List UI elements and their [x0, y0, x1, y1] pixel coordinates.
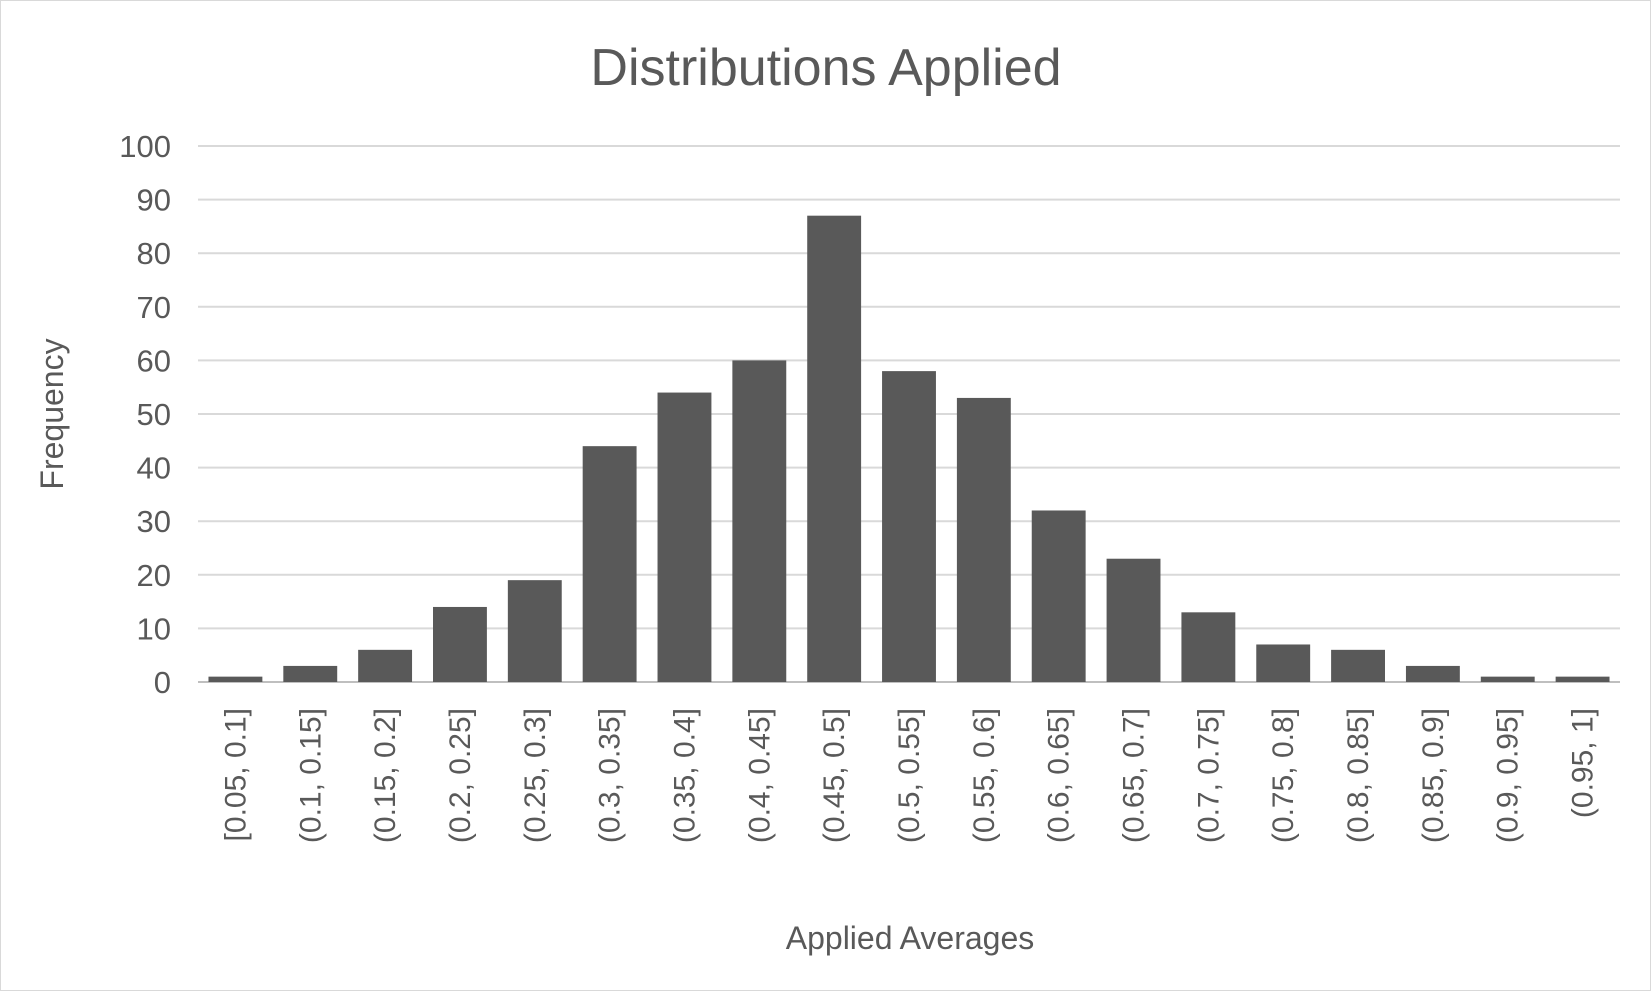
x-category-label: (0.9, 0.95]: [1492, 708, 1525, 843]
x-category-label: (0.55, 0.6]: [968, 708, 1001, 843]
x-category-label: (0.35, 0.4]: [668, 708, 701, 843]
bar: [657, 392, 712, 682]
x-category-label: (0.75, 0.8]: [1267, 708, 1300, 843]
bar: [1405, 665, 1460, 682]
bar: [732, 360, 787, 682]
bar: [433, 606, 487, 682]
x-category-label: (0.1, 0.15]: [294, 708, 327, 843]
bar: [358, 649, 413, 682]
x-category-label: (0.6, 0.65]: [1043, 708, 1076, 843]
bar: [1480, 676, 1535, 682]
bar: [807, 215, 862, 682]
x-category-label: (0.95, 1]: [1567, 708, 1600, 818]
x-category-label: (0.4, 0.45]: [743, 708, 776, 843]
x-category-label: (0.15, 0.2]: [369, 708, 402, 843]
bar: [283, 665, 338, 682]
y-axis-ticks: 0 10 20 30 40 50 60 70 80 90 100: [119, 129, 171, 700]
y-tick-label: 40: [137, 451, 171, 486]
y-tick-label: 90: [137, 183, 171, 218]
x-category-label: (0.65, 0.7]: [1118, 708, 1151, 843]
bar: [1031, 510, 1086, 682]
bar: [1181, 612, 1236, 682]
chart-title: Distributions Applied: [590, 39, 1061, 97]
bar: [956, 397, 1011, 682]
y-tick-label: 60: [137, 343, 171, 378]
bar: [1331, 649, 1385, 682]
y-tick-label: 50: [137, 397, 171, 432]
y-tick-label: 10: [137, 611, 171, 646]
bar: [1256, 644, 1311, 682]
bars: [208, 215, 1610, 682]
bar: [507, 580, 562, 682]
x-category-label: (0.5, 0.55]: [893, 708, 926, 843]
bar: [208, 676, 263, 682]
y-axis-title: Frequency: [34, 338, 70, 489]
x-category-label: (0.3, 0.35]: [594, 708, 627, 843]
bar: [582, 446, 637, 682]
x-axis-title: Applied Averages: [786, 920, 1034, 956]
x-category-label: (0.7, 0.75]: [1192, 708, 1225, 843]
x-category-label: (0.25, 0.3]: [519, 708, 552, 843]
bar: [1555, 676, 1610, 682]
x-category-label: (0.8, 0.85]: [1342, 708, 1375, 843]
x-category-label: (0.45, 0.5]: [818, 708, 851, 843]
y-tick-label: 80: [137, 236, 171, 271]
x-axis-categories: [0.05, 0.1] (0.1, 0.15] (0.15, 0.2] (0.2, 0…: [219, 708, 1599, 843]
y-tick-label: 20: [137, 558, 171, 593]
bar: [882, 371, 936, 682]
y-tick-label: 30: [137, 504, 171, 539]
x-category-label: (0.2, 0.25]: [444, 708, 477, 843]
y-tick-label: 0: [154, 665, 171, 700]
x-category-label: (0.85, 0.9]: [1417, 708, 1450, 843]
bar: [1106, 558, 1161, 682]
y-tick-label: 100: [119, 129, 171, 164]
x-category-label: [0.05, 0.1]: [219, 708, 252, 841]
y-tick-label: 70: [137, 290, 171, 325]
